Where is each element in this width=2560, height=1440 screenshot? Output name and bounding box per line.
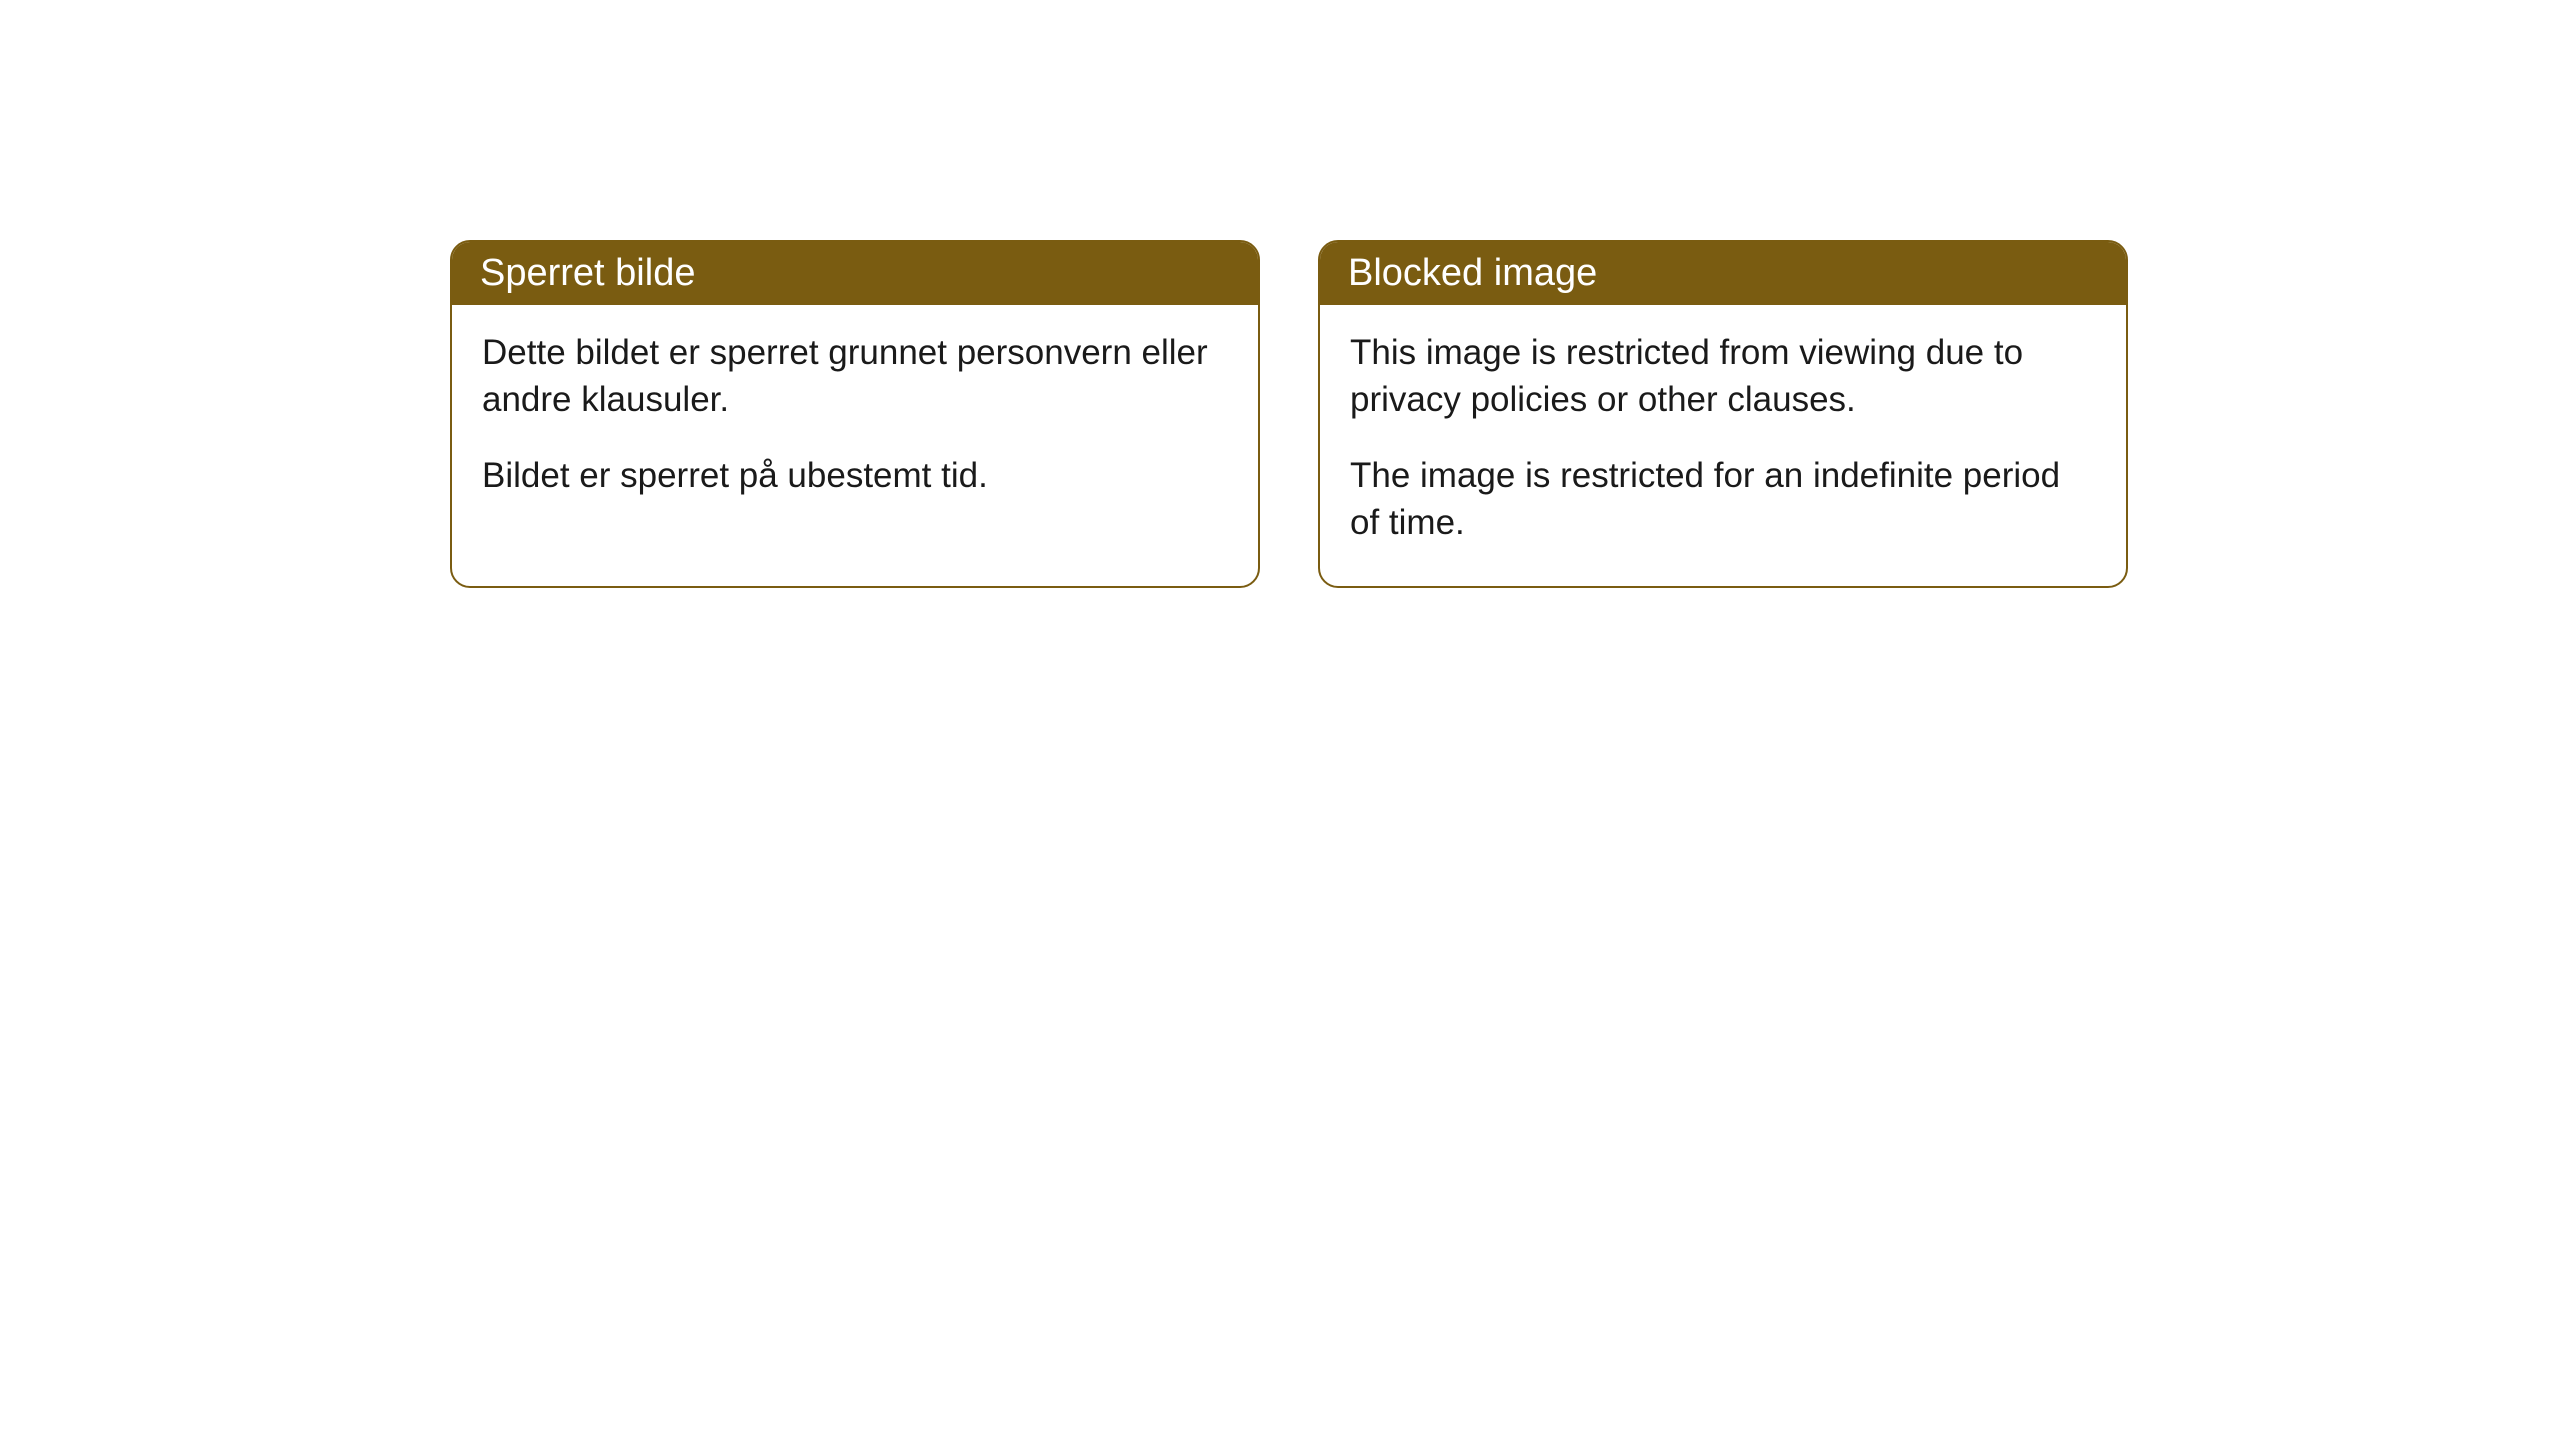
notice-card-english: Blocked image This image is restricted f… <box>1318 240 2128 588</box>
card-title: Blocked image <box>1348 252 1597 294</box>
card-header: Sperret bilde <box>452 242 1258 305</box>
card-paragraph: The image is restricted for an indefinit… <box>1350 452 2096 547</box>
card-paragraph: This image is restricted from viewing du… <box>1350 329 2096 424</box>
card-body: This image is restricted from viewing du… <box>1320 305 2126 586</box>
card-paragraph: Bildet er sperret på ubestemt tid. <box>482 452 1228 499</box>
notice-card-norwegian: Sperret bilde Dette bildet er sperret gr… <box>450 240 1260 588</box>
card-header: Blocked image <box>1320 242 2126 305</box>
card-title: Sperret bilde <box>480 252 695 294</box>
card-paragraph: Dette bildet er sperret grunnet personve… <box>482 329 1228 424</box>
notice-cards-container: Sperret bilde Dette bildet er sperret gr… <box>450 240 2128 588</box>
card-body: Dette bildet er sperret grunnet personve… <box>452 305 1258 539</box>
